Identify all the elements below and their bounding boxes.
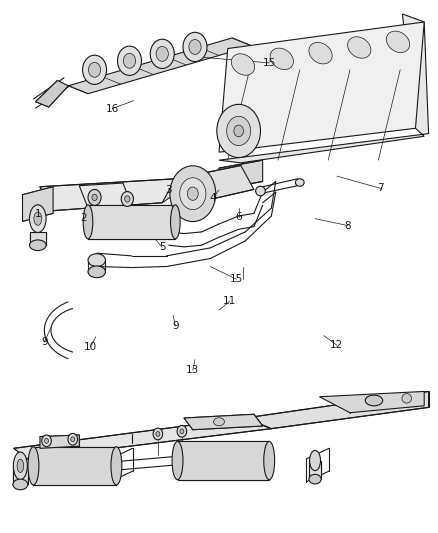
Ellipse shape bbox=[310, 450, 321, 471]
Polygon shape bbox=[13, 466, 28, 484]
Ellipse shape bbox=[264, 441, 275, 480]
Ellipse shape bbox=[402, 393, 412, 403]
Ellipse shape bbox=[214, 418, 224, 426]
Ellipse shape bbox=[386, 31, 410, 53]
Polygon shape bbox=[184, 414, 263, 430]
Ellipse shape bbox=[189, 39, 201, 54]
Ellipse shape bbox=[156, 432, 160, 437]
Polygon shape bbox=[35, 80, 68, 107]
Polygon shape bbox=[319, 391, 424, 413]
Polygon shape bbox=[309, 461, 321, 479]
Ellipse shape bbox=[348, 37, 371, 58]
Ellipse shape bbox=[28, 447, 39, 485]
Text: 12: 12 bbox=[330, 340, 343, 350]
Ellipse shape bbox=[365, 395, 383, 406]
Text: 10: 10 bbox=[84, 342, 97, 352]
Polygon shape bbox=[219, 14, 428, 163]
Ellipse shape bbox=[153, 428, 162, 440]
Ellipse shape bbox=[231, 54, 254, 75]
Text: 2: 2 bbox=[80, 213, 87, 223]
Ellipse shape bbox=[309, 43, 332, 64]
Text: 16: 16 bbox=[106, 103, 119, 114]
Ellipse shape bbox=[29, 205, 46, 232]
Polygon shape bbox=[40, 179, 184, 211]
Text: 9: 9 bbox=[172, 321, 179, 331]
Ellipse shape bbox=[121, 191, 134, 206]
Text: 1: 1 bbox=[35, 209, 41, 220]
Polygon shape bbox=[68, 38, 252, 94]
Ellipse shape bbox=[88, 62, 101, 77]
Polygon shape bbox=[29, 232, 46, 245]
Text: 15: 15 bbox=[263, 58, 276, 68]
Ellipse shape bbox=[45, 439, 49, 443]
Ellipse shape bbox=[156, 46, 168, 61]
Ellipse shape bbox=[82, 55, 106, 84]
Text: 5: 5 bbox=[159, 243, 166, 252]
Ellipse shape bbox=[270, 48, 293, 69]
Polygon shape bbox=[14, 418, 272, 459]
Polygon shape bbox=[245, 391, 428, 429]
Ellipse shape bbox=[88, 266, 106, 278]
Ellipse shape bbox=[71, 437, 75, 442]
Text: 11: 11 bbox=[223, 296, 237, 306]
Ellipse shape bbox=[68, 433, 78, 445]
Ellipse shape bbox=[217, 104, 261, 158]
Ellipse shape bbox=[177, 425, 187, 437]
Ellipse shape bbox=[29, 240, 46, 251]
Text: 4: 4 bbox=[209, 193, 216, 204]
Polygon shape bbox=[219, 22, 424, 152]
Ellipse shape bbox=[88, 189, 101, 205]
Text: 3: 3 bbox=[166, 185, 172, 195]
Text: 15: 15 bbox=[230, 274, 243, 284]
Polygon shape bbox=[219, 160, 263, 189]
Ellipse shape bbox=[111, 447, 122, 485]
Ellipse shape bbox=[42, 435, 51, 447]
Ellipse shape bbox=[170, 166, 216, 222]
Polygon shape bbox=[33, 447, 117, 485]
Ellipse shape bbox=[150, 39, 174, 68]
Polygon shape bbox=[88, 205, 175, 239]
Text: 9: 9 bbox=[41, 337, 48, 347]
Polygon shape bbox=[177, 441, 269, 480]
Ellipse shape bbox=[124, 53, 136, 68]
Ellipse shape bbox=[34, 212, 42, 225]
Ellipse shape bbox=[83, 205, 93, 239]
Ellipse shape bbox=[44, 439, 49, 445]
Text: 6: 6 bbox=[235, 212, 242, 222]
Ellipse shape bbox=[88, 254, 106, 266]
Ellipse shape bbox=[125, 196, 130, 202]
Ellipse shape bbox=[295, 179, 304, 186]
Ellipse shape bbox=[17, 459, 24, 472]
Ellipse shape bbox=[13, 479, 28, 490]
Ellipse shape bbox=[183, 33, 207, 62]
Ellipse shape bbox=[180, 429, 184, 434]
Ellipse shape bbox=[309, 474, 321, 484]
Text: 8: 8 bbox=[345, 221, 351, 231]
Ellipse shape bbox=[256, 186, 265, 196]
Ellipse shape bbox=[180, 177, 206, 209]
Polygon shape bbox=[40, 435, 79, 448]
Ellipse shape bbox=[226, 116, 251, 146]
Polygon shape bbox=[162, 165, 254, 205]
Ellipse shape bbox=[92, 194, 97, 200]
Ellipse shape bbox=[234, 125, 244, 137]
Polygon shape bbox=[22, 187, 53, 221]
Ellipse shape bbox=[187, 187, 198, 200]
Text: 13: 13 bbox=[186, 365, 199, 375]
Ellipse shape bbox=[13, 452, 27, 480]
Text: 7: 7 bbox=[377, 183, 384, 193]
Ellipse shape bbox=[170, 205, 180, 239]
Ellipse shape bbox=[172, 441, 183, 480]
Ellipse shape bbox=[117, 46, 141, 75]
